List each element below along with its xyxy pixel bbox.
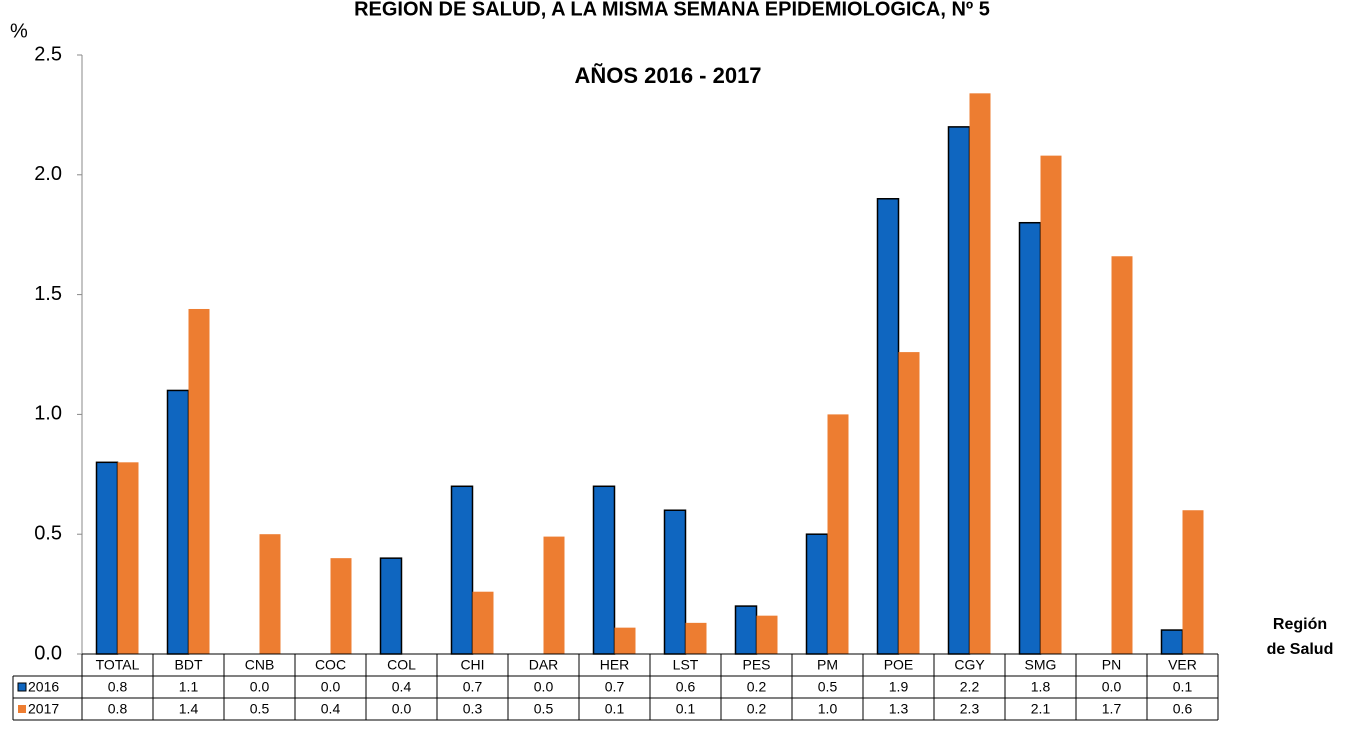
table-value: 0.4 xyxy=(392,679,412,695)
table-value: 1.0 xyxy=(818,701,838,717)
bar xyxy=(1182,510,1204,654)
bar xyxy=(188,308,210,654)
chart-subtitle: AÑOS 2016 - 2017 xyxy=(574,63,761,88)
bar xyxy=(805,533,829,655)
x-tick-label: PM xyxy=(817,657,838,673)
table-value: 1.3 xyxy=(889,701,909,717)
table-value: 1.4 xyxy=(179,701,199,717)
x-axis-label: Región xyxy=(1273,616,1327,633)
table-value: 2.1 xyxy=(1031,701,1051,717)
bar xyxy=(1018,221,1042,655)
legend-label: 2017 xyxy=(28,701,59,717)
legend-key xyxy=(17,682,27,692)
bar xyxy=(379,557,403,655)
y-axis-label: % xyxy=(10,20,28,42)
table-value: 2.2 xyxy=(960,679,980,695)
table-value: 0.6 xyxy=(1173,701,1193,717)
table-value: 0.8 xyxy=(108,679,128,695)
x-tick-label: COL xyxy=(387,657,416,673)
table-value: 0.7 xyxy=(463,679,483,695)
bar xyxy=(259,534,281,654)
x-tick-label: DAR xyxy=(529,657,559,673)
table-value: 0.0 xyxy=(250,679,270,695)
legend-key xyxy=(18,705,26,713)
table-value: 0.3 xyxy=(463,701,483,717)
x-tick-label: PN xyxy=(1102,657,1121,673)
bar xyxy=(1040,155,1062,654)
table-value: 1.7 xyxy=(1102,701,1122,717)
bar xyxy=(663,509,687,655)
bar xyxy=(969,93,991,654)
table-value: 0.1 xyxy=(676,701,696,717)
x-tick-label: PES xyxy=(742,657,770,673)
y-tick-label: 2.0 xyxy=(34,163,62,185)
table-value: 0.1 xyxy=(605,701,625,717)
bar xyxy=(592,485,616,655)
bar xyxy=(117,462,139,654)
bar xyxy=(330,558,352,654)
x-tick-label: HER xyxy=(600,657,630,673)
x-tick-label: SMG xyxy=(1025,657,1057,673)
table-value: 0.0 xyxy=(534,679,554,695)
legend-label: 2016 xyxy=(28,679,59,695)
table-value: 0.5 xyxy=(534,701,554,717)
bar xyxy=(472,591,494,654)
bar xyxy=(450,485,474,655)
table-value: 0.5 xyxy=(818,679,838,695)
table-value: 0.4 xyxy=(321,701,341,717)
y-tick-label: 0.0 xyxy=(34,642,62,664)
table-value: 0.0 xyxy=(321,679,341,695)
bar xyxy=(614,627,636,654)
bar xyxy=(543,536,565,654)
table-value: 1.8 xyxy=(1031,679,1051,695)
table-value: 0.8 xyxy=(108,701,128,717)
x-tick-label: CHI xyxy=(460,657,484,673)
x-tick-label: COC xyxy=(315,657,346,673)
table-value: 0.5 xyxy=(250,701,270,717)
x-tick-label: TOTAL xyxy=(96,657,140,673)
bar xyxy=(95,461,119,655)
x-tick-label: CGY xyxy=(954,657,985,673)
table-value: 0.6 xyxy=(676,679,696,695)
y-tick-label: 2.5 xyxy=(34,43,62,65)
bar xyxy=(898,352,920,654)
bar xyxy=(876,198,900,655)
table-value: 1.9 xyxy=(889,679,909,695)
bar xyxy=(734,605,758,655)
table-value: 1.1 xyxy=(179,679,199,695)
table-value: 0.1 xyxy=(1173,679,1193,695)
table-value: 2.3 xyxy=(960,701,980,717)
x-tick-label: LST xyxy=(673,657,699,673)
table-value: 0.0 xyxy=(392,701,412,717)
x-axis-label: de Salud xyxy=(1267,641,1334,658)
x-tick-label: POE xyxy=(884,657,914,673)
bar xyxy=(756,615,778,654)
y-tick-label: 1.5 xyxy=(34,283,62,305)
bar xyxy=(166,389,190,655)
bar xyxy=(685,622,707,654)
table-value: 0.7 xyxy=(605,679,625,695)
x-tick-label: VER xyxy=(1168,657,1197,673)
x-tick-label: CNB xyxy=(245,657,275,673)
table-value: 0.2 xyxy=(747,679,767,695)
table-value: 0.2 xyxy=(747,701,767,717)
y-tick-label: 0.5 xyxy=(34,522,62,544)
bar xyxy=(1111,256,1133,654)
y-tick-label: 1.0 xyxy=(34,403,62,425)
bar xyxy=(1160,629,1184,655)
chart-title: REGIÓN DE SALUD, A LA MISMA SEMANA EPIDE… xyxy=(354,0,990,20)
x-tick-label: BDT xyxy=(175,657,203,673)
bar xyxy=(947,126,971,655)
table-value: 0.0 xyxy=(1102,679,1122,695)
bar xyxy=(827,414,849,654)
